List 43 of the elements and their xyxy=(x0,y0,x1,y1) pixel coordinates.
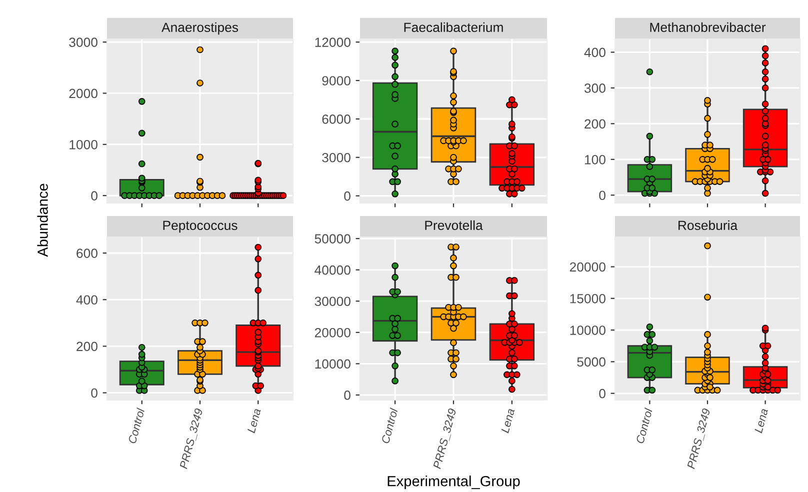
y-tick-label: 3000 xyxy=(322,152,350,162)
y-tick-label: 20000 xyxy=(570,262,606,272)
y-tick-label: 3000 xyxy=(69,38,98,47)
y-tick-label: 30000 xyxy=(314,296,350,306)
chart-title: Faecalibacterium xyxy=(404,22,503,32)
chart-title: Prevotella xyxy=(425,220,483,230)
x-tick-label: Lena xyxy=(501,408,515,434)
y-tick-label: 200 xyxy=(584,119,606,129)
chart-title: Methanobrevibacter xyxy=(650,22,766,32)
y-tick-label: 2000 xyxy=(69,88,98,98)
x-tick-label: Lena xyxy=(754,408,768,434)
chart-title: Anaerostipes xyxy=(162,22,238,35)
x-tick-label: Control xyxy=(380,407,398,444)
y-tick-label: 0 xyxy=(599,190,606,200)
x-tick-label: Lena xyxy=(247,408,261,434)
y-tick-label: 10000 xyxy=(315,359,350,369)
y-tick-label: 50000 xyxy=(314,234,350,244)
y-tick-label: 0 xyxy=(599,388,606,398)
y-tick-label: 0 xyxy=(91,191,98,200)
y-tick-label: 6000 xyxy=(322,114,350,124)
x-axis-title: Experimental_Group xyxy=(388,476,520,490)
y-tick-label: 400 xyxy=(584,48,606,58)
y-tick-label: 40000 xyxy=(314,265,350,275)
y-tick-label: 0 xyxy=(91,388,98,398)
x-tick-label: Control xyxy=(128,407,145,444)
y-tick-label: 100 xyxy=(584,154,606,164)
y-tick-label: 1000 xyxy=(70,140,98,150)
x-tick-label: Control xyxy=(636,407,653,444)
y-tick-label: 10000 xyxy=(570,326,606,335)
y-tick-label: 0 xyxy=(344,191,350,201)
y-tick-label: 12000 xyxy=(315,38,350,47)
y-tick-label: 5000 xyxy=(577,357,606,367)
y-tick-label: 300 xyxy=(584,84,606,93)
y-axis-title: Abundance xyxy=(37,184,48,257)
y-tick-label: 9000 xyxy=(322,76,350,86)
y-tick-label: 15000 xyxy=(570,294,606,304)
y-tick-label: 20000 xyxy=(314,328,350,338)
chart-title: Peptococcus xyxy=(163,220,238,233)
y-tick-label: 400 xyxy=(76,295,98,305)
chart-title: Roseburia xyxy=(678,220,738,230)
y-tick-label: 0 xyxy=(344,390,350,400)
y-tick-label: 200 xyxy=(76,342,98,352)
y-tick-label: 600 xyxy=(76,248,98,258)
